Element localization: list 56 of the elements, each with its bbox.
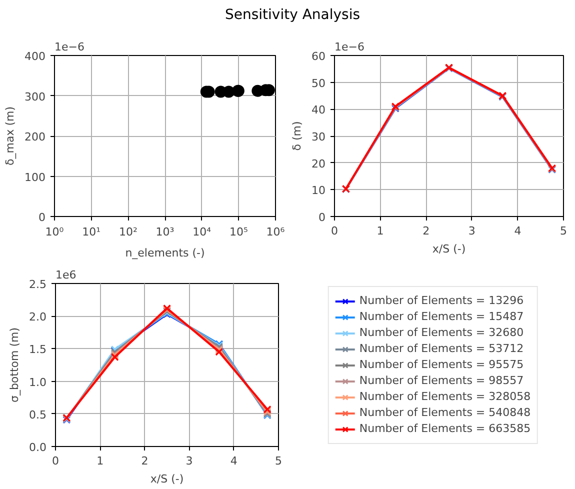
text: 1e−6: [54, 40, 84, 54]
x-tick-label: 0: [52, 454, 59, 468]
y-tick-label: 0: [318, 211, 326, 224]
legend-label: Number of Elements = 15487: [359, 310, 524, 324]
y-tick-label: 40: [312, 104, 326, 117]
text: 1e−6: [334, 40, 364, 54]
legend-label: Number of Elements = 32680: [359, 326, 524, 340]
y-tick-label: 0: [38, 211, 46, 224]
y-axis-title: δ (m): [290, 121, 304, 151]
x-tick-label: 1: [96, 454, 104, 468]
x-tick-label: 10⁵: [229, 226, 248, 238]
legend-label: Number of Elements = 53712: [359, 342, 524, 356]
y-tick-label: 2.0: [29, 310, 47, 324]
y-tick-label: 60: [312, 50, 326, 63]
x-tick-label: 5: [560, 224, 567, 238]
x-tick-label: 4: [230, 454, 238, 468]
x-axis-title: n_elements (-): [125, 246, 205, 260]
x-tick-label: 0: [331, 224, 338, 238]
text: 1e6: [56, 268, 76, 282]
y-tick-label: 200: [24, 130, 46, 144]
x-tick-label: 4: [514, 224, 522, 238]
x-tick-label: 10³: [156, 226, 174, 238]
x-tick-label: 10¹: [82, 226, 101, 238]
legend-label: Number of Elements = 328058: [359, 390, 531, 404]
legend-label: Number of Elements = 13296: [359, 294, 524, 308]
legend-label: Number of Elements = 98557: [359, 374, 524, 388]
x-tick-label: 10²: [118, 226, 138, 238]
x-tick-label: 10⁶: [266, 226, 286, 238]
x-tick-label: 5: [275, 454, 282, 468]
y-tick-label: 50: [312, 76, 326, 90]
chart-title: Sensitivity Analysis: [224, 6, 360, 25]
y-tick-label: 0.0: [29, 441, 47, 454]
x-tick-label: 2: [422, 224, 430, 238]
y-tick-label: 30: [312, 130, 326, 144]
y-tick-label: 0.5: [29, 408, 47, 422]
y-tick-label: 300: [24, 90, 46, 104]
y-tick-label: 1.5: [29, 343, 47, 356]
x-tick-label: 2: [141, 454, 148, 468]
x-tick-label: 10⁴: [192, 226, 212, 238]
y-axis-title: σ_bottom (m): [8, 327, 22, 403]
y-tick-label: 2.5: [29, 278, 47, 291]
x-axis-title: x/S (-): [432, 242, 466, 256]
y-tick-label: 100: [24, 170, 46, 184]
y-tick-label: 10: [312, 184, 326, 198]
x-axis-title: x/S (-): [150, 472, 184, 486]
y-tick-label: 400: [24, 50, 46, 63]
legend-label: Number of Elements = 95575: [359, 358, 524, 372]
x-tick-label: 1: [376, 224, 384, 238]
legend-label: Number of Elements = 663585: [359, 422, 531, 436]
x-tick-label: 10⁰: [45, 226, 64, 238]
y-tick-label: 20: [312, 157, 326, 170]
x-tick-label: 3: [468, 224, 476, 238]
x-tick-label: 3: [186, 454, 193, 468]
y-tick-label: 1.0: [29, 376, 47, 389]
y-axis-title: δ_max (m): [4, 106, 17, 166]
legend-label: Number of Elements = 540848: [359, 406, 531, 420]
